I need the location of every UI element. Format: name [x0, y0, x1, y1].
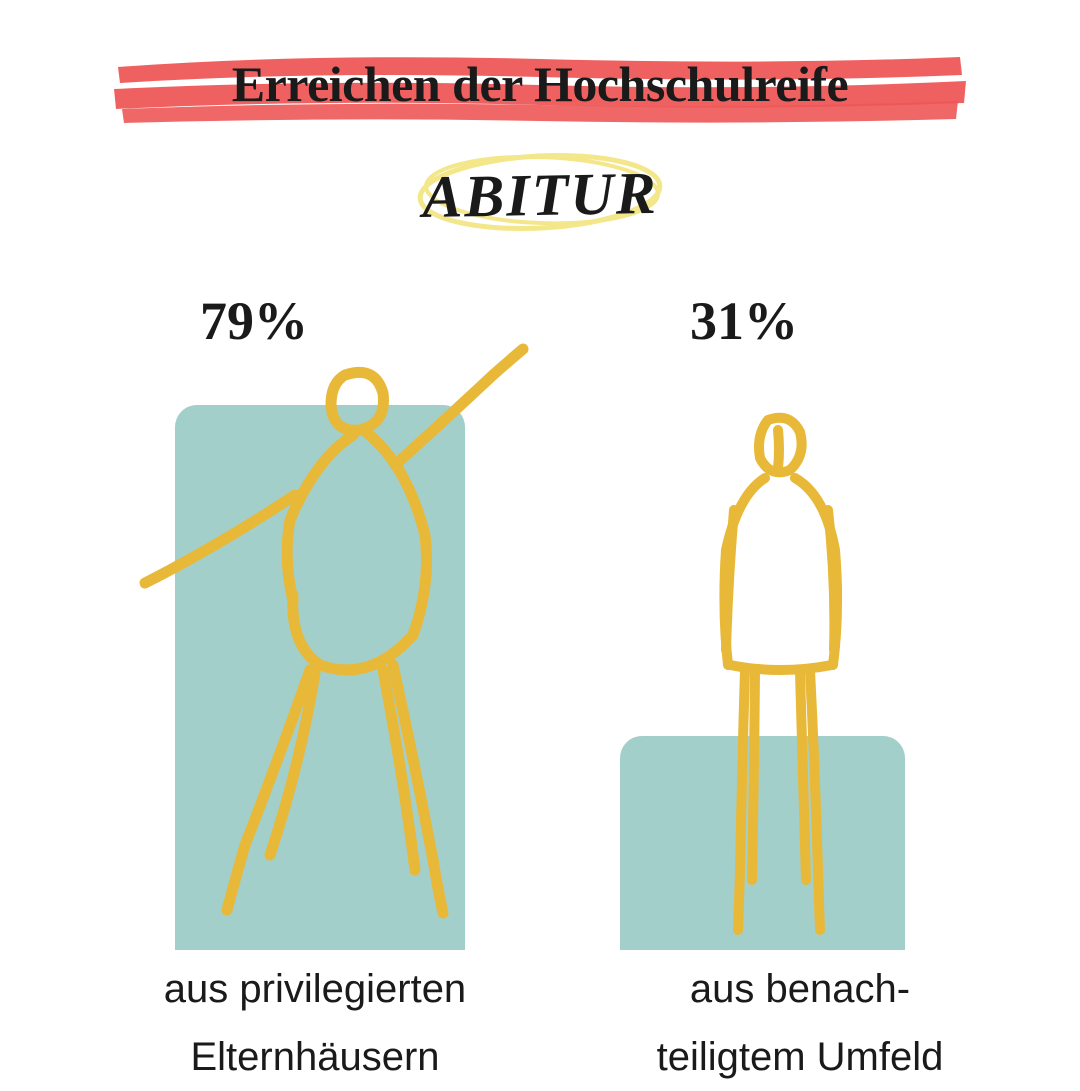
- page-title: Erreichen der Hochschulreife: [130, 55, 950, 113]
- subtitle-container: ABITUR: [390, 155, 690, 245]
- figure-person-standing: [650, 400, 910, 950]
- subtitle-text: ABITUR: [389, 158, 690, 232]
- caption-line: Elternhäusern: [190, 1035, 439, 1079]
- caption-line: teiligtem Umfeld: [657, 1035, 944, 1079]
- caption-line: aus privilegierten: [164, 967, 466, 1011]
- title-container: Erreichen der Hochschulreife: [130, 55, 950, 113]
- caption-privileged: aus privilegierten Elternhäusern: [90, 955, 540, 1091]
- value-label-disadvantaged: 31%: [690, 290, 798, 352]
- figure-person-reaching: [115, 335, 545, 935]
- caption-disadvantaged: aus benach- teiligtem Umfeld: [590, 955, 1010, 1091]
- caption-line: aus benach-: [690, 967, 910, 1011]
